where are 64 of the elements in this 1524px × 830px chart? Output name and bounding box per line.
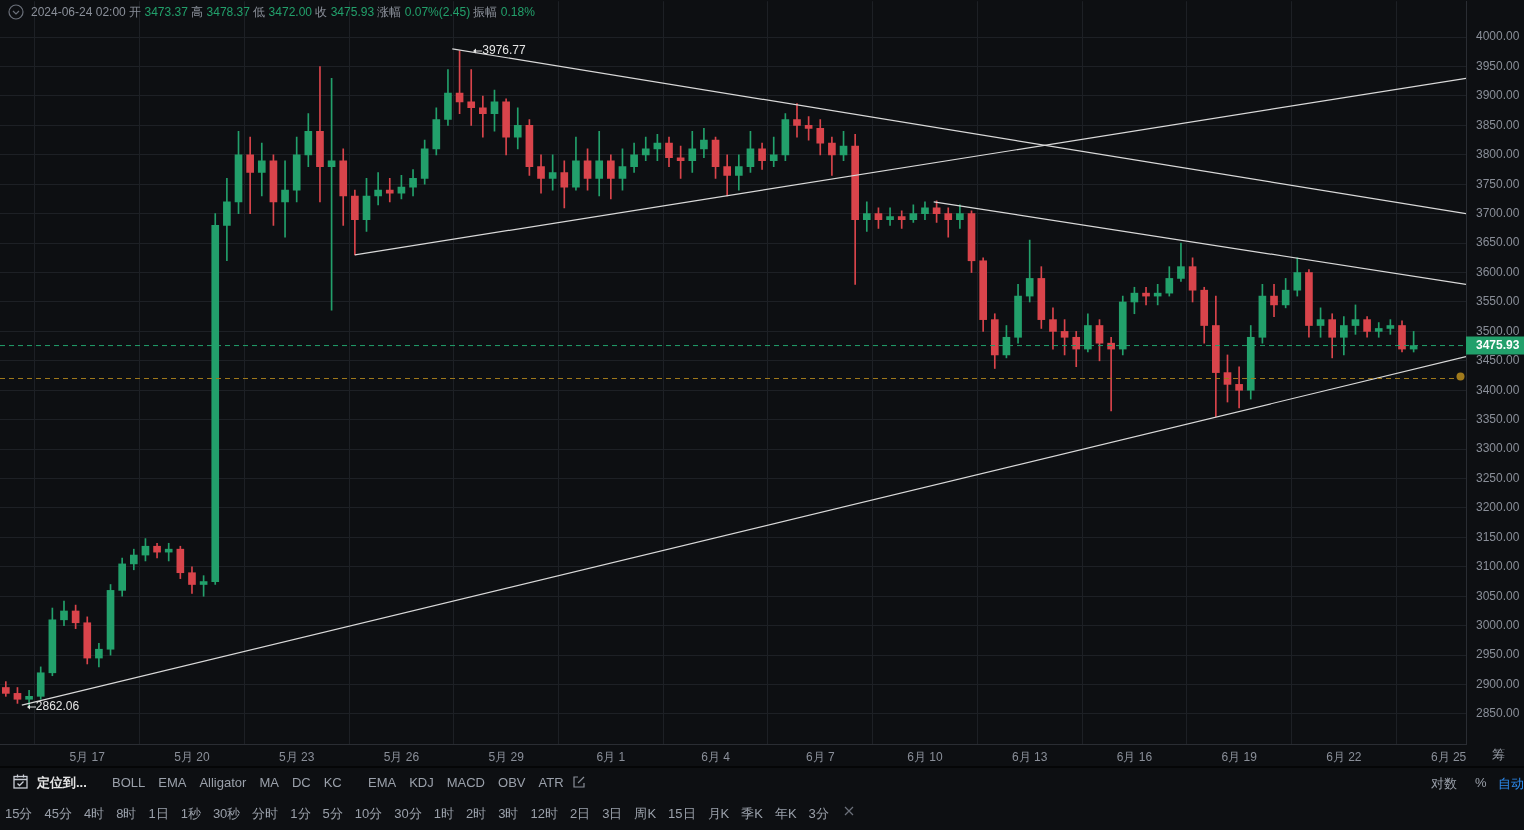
text: BOLL EMA Alligator MA DC KC	[112, 775, 342, 790]
candlestick	[1235, 366, 1243, 409]
y-tick-label: 3850.00	[1476, 117, 1520, 132]
chart-title: 2024-06-24 02:00 开 3473.37 高 3478.37 低 3472.00 收 3475.93 涨幅 0.07%(2.45) 振幅 0.18%	[31, 5, 535, 19]
candlestick	[374, 172, 382, 206]
y-tick-label: 3250.00	[1476, 470, 1520, 485]
y-tick-label: 3400.00	[1476, 382, 1520, 397]
text: 15分 45分 4时 8时 1日 1秒 30秒 分时 1分 5分 10分 30分 1时 2时 3时 12时 2日 3日 周K 15日 月K 季K 年K 3分	[5, 806, 829, 821]
x-tick-label: 5月 26	[383, 749, 420, 764]
candlestick	[467, 69, 476, 126]
candlestick	[1374, 322, 1383, 338]
x-tick-label: 5月 17	[69, 749, 106, 764]
y-tick-label: 3600.00	[1476, 264, 1520, 279]
y-tick-label: 3500.00	[1476, 323, 1520, 338]
y-tick-label: 3650.00	[1476, 235, 1520, 250]
y-tick-label: 3300.00	[1476, 441, 1520, 456]
x-tick-label: 5月 20	[174, 749, 210, 764]
x-tick-label: 6月 13	[1012, 749, 1048, 764]
x-tick-label: 6月 10	[907, 749, 943, 764]
candlestick	[641, 136, 650, 162]
annotation: 3976.77	[482, 42, 526, 57]
candlestick	[769, 136, 778, 167]
annotation: 2862.06	[35, 698, 80, 713]
y-tick-label: 3900.00	[1476, 88, 1520, 103]
y-tick-label: 3350.00	[1476, 412, 1520, 426]
y-tick-label: 3150.00	[1476, 529, 1520, 544]
text: 对数 %	[1431, 775, 1487, 791]
y-tick-label: 2900.00	[1476, 676, 1520, 691]
text: 自动	[1498, 775, 1524, 793]
y-tick-label: 3200.00	[1476, 500, 1520, 515]
candlestick	[257, 142, 266, 197]
y-tick-label: 3450.00	[1476, 353, 1520, 368]
y-tick-label: 2950.00	[1476, 647, 1520, 662]
y-tick-label: 3800.00	[1476, 147, 1520, 162]
y-tick-label: 3100.00	[1476, 559, 1520, 574]
y-tick-label: 3750.00	[1476, 176, 1520, 191]
y-tick-label: 4000.00	[1476, 29, 1520, 44]
candlestick	[886, 207, 894, 226]
candlestick	[281, 160, 289, 238]
y-tick-label: 3950.00	[1476, 58, 1520, 73]
y-tick-label: 3550.00	[1476, 294, 1520, 309]
x-tick-label: 6月 16	[1116, 749, 1153, 764]
x-tick-label: 5月 23	[279, 749, 315, 764]
x-tick-label: 5月 29	[488, 749, 525, 764]
candlestick	[897, 210, 906, 229]
x-tick-label: 6月 19	[1221, 749, 1258, 764]
x-tick-label: 6月 25	[1430, 749, 1467, 764]
text: EMA KDJ MACD OBV ATR	[368, 775, 564, 790]
y-tick-label: 3050.00	[1476, 588, 1520, 603]
candlestick	[944, 207, 953, 238]
x-tick-label: 6月 7	[805, 749, 835, 764]
candlestick	[862, 201, 871, 232]
y-tick-label: 2850.00	[1476, 706, 1520, 721]
ref-line-label: 3475.93	[1476, 337, 1520, 352]
candlestick	[723, 154, 732, 197]
y-tick-label: 3000.00	[1476, 618, 1520, 633]
candlestick	[246, 136, 254, 215]
candlestick	[479, 95, 487, 138]
text: 定位到...	[37, 774, 87, 792]
y-tick-label: 3700.00	[1476, 205, 1520, 220]
x-tick-label: 6月 22	[1326, 749, 1362, 764]
x-tick-label: 6月 1	[596, 749, 626, 764]
x-tick-label: 6月 4	[701, 749, 731, 764]
text: 筹	[1492, 746, 1505, 764]
